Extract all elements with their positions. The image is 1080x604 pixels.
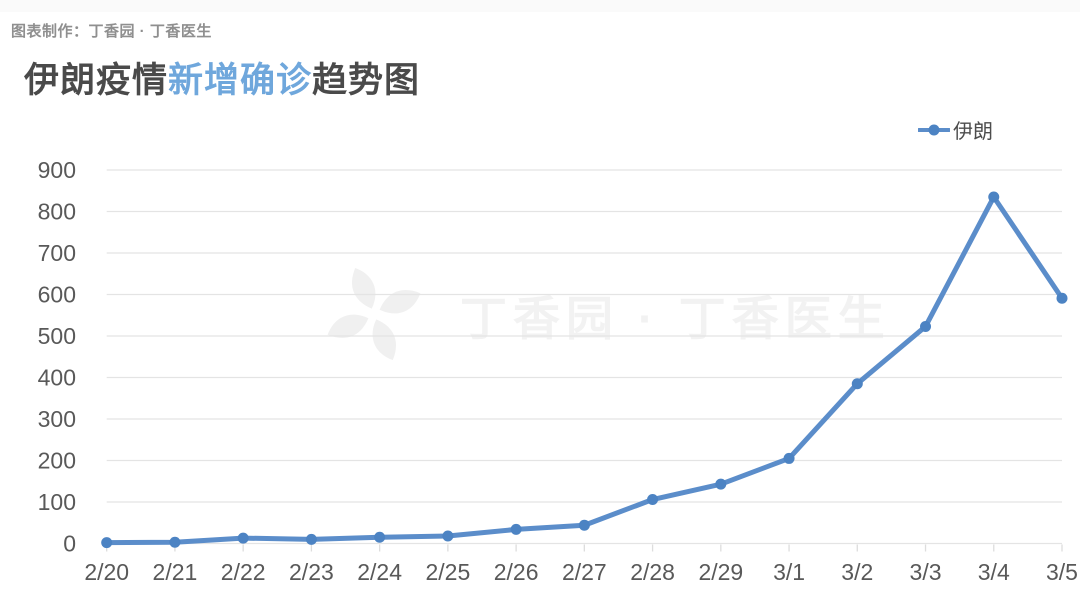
data-point[interactable] xyxy=(237,532,249,544)
data-point[interactable] xyxy=(305,533,317,545)
y-axis-tick-label: 600 xyxy=(38,282,76,308)
x-axis-tick-label: 3/5 xyxy=(1046,559,1078,585)
x-axis-tick-label: 2/22 xyxy=(221,559,266,585)
data-point[interactable] xyxy=(101,537,113,549)
x-axis-tick-label: 3/4 xyxy=(978,559,1010,585)
data-point[interactable] xyxy=(851,378,863,390)
data-point[interactable] xyxy=(374,531,386,543)
series-line-伊朗 xyxy=(104,194,1065,546)
y-axis-tick-label: 100 xyxy=(38,489,76,515)
data-point[interactable] xyxy=(1056,292,1068,304)
title-highlight: 新增确诊 xyxy=(168,61,313,100)
x-axis-tick-label: 3/3 xyxy=(910,559,942,585)
y-axis-tick-label: 400 xyxy=(38,365,76,391)
y-axis-tick-label: 500 xyxy=(38,323,76,349)
data-point[interactable] xyxy=(510,523,522,535)
x-axis-tick-label: 2/23 xyxy=(289,559,334,585)
x-axis-tick-label: 3/1 xyxy=(773,559,805,585)
x-axis-tick-label: 2/29 xyxy=(698,559,743,585)
y-axis-tick-label: 900 xyxy=(38,157,76,183)
top-band xyxy=(0,0,1080,12)
y-axis-tick-label: 800 xyxy=(38,199,76,225)
x-axis-tick-label: 3/2 xyxy=(841,559,873,585)
x-axis-tick-label: 2/27 xyxy=(562,559,607,585)
data-point[interactable] xyxy=(442,530,454,542)
y-axis-tick-label: 200 xyxy=(38,448,76,474)
credit-text: 图表制作：丁香园 · 丁香医生 xyxy=(11,23,212,40)
y-axis-tick-label: 300 xyxy=(38,406,76,432)
data-point[interactable] xyxy=(715,478,727,490)
title-suffix: 趋势图 xyxy=(312,61,421,100)
legend-item-iran[interactable]: 伊朗 xyxy=(918,115,993,144)
x-axis-tick-label: 2/25 xyxy=(425,559,470,585)
x-axis-tick-label: 2/20 xyxy=(84,559,129,585)
title-prefix: 伊朗疫情 xyxy=(24,61,169,100)
data-point[interactable] xyxy=(988,191,1000,203)
legend-line-marker-icon xyxy=(918,124,950,135)
x-axis-tick-label: 2/21 xyxy=(153,559,198,585)
legend-label: 伊朗 xyxy=(953,121,993,143)
data-point[interactable] xyxy=(169,536,181,548)
data-point[interactable] xyxy=(647,494,659,506)
y-axis-tick-label: 700 xyxy=(38,240,76,266)
x-axis-tick-label: 2/24 xyxy=(357,559,402,585)
x-axis-tick-label: 2/26 xyxy=(494,559,539,585)
y-axis-tick-label: 0 xyxy=(63,531,76,557)
chart-title: 伊朗疫情新增确诊趋势图 xyxy=(24,52,420,103)
data-point[interactable] xyxy=(920,320,932,332)
data-point[interactable] xyxy=(783,452,795,464)
data-point[interactable] xyxy=(578,519,590,531)
x-axis-tick-label: 2/28 xyxy=(630,559,675,585)
